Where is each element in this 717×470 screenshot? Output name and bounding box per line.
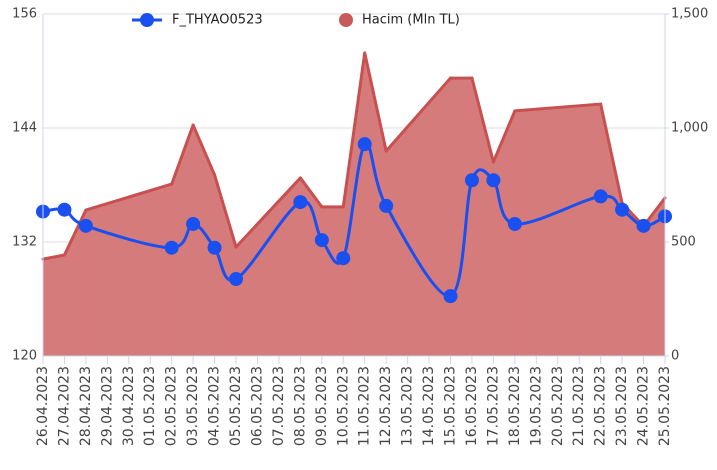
x-tick-label: 09.05.2023 xyxy=(314,366,330,446)
y-tick-label: 120 xyxy=(12,349,37,364)
line-point xyxy=(229,272,244,287)
y2-tick-label: 500 xyxy=(671,235,696,250)
y2-tick-label: 1,000 xyxy=(671,121,708,136)
area-edge xyxy=(41,253,66,261)
y-tick-label: 132 xyxy=(12,235,37,250)
x-tick-label: 18.05.2023 xyxy=(507,366,523,446)
area-segment xyxy=(235,177,301,357)
legend-marker xyxy=(339,13,353,27)
area-segment xyxy=(450,77,473,357)
line-point xyxy=(615,202,630,217)
x-tick-label: 05.05.2023 xyxy=(228,366,244,446)
x-tick-label: 17.05.2023 xyxy=(485,366,501,446)
legend-label: Hacim (Mln TL) xyxy=(362,13,460,28)
area-edge xyxy=(599,102,624,205)
x-tick-label: 11.05.2023 xyxy=(357,366,373,446)
x-tick-label: 03.05.2023 xyxy=(185,366,201,446)
area-edge xyxy=(384,76,453,153)
line-point xyxy=(207,240,222,255)
x-tick-label: 27.04.2023 xyxy=(56,366,72,446)
area-segment xyxy=(493,110,516,357)
line-point xyxy=(486,173,501,188)
area-edge xyxy=(341,51,367,209)
area-edge xyxy=(191,123,217,177)
x-tick-label: 15.05.2023 xyxy=(443,366,459,446)
x-tick-label: 07.05.2023 xyxy=(271,366,287,446)
line-point xyxy=(314,233,329,248)
line-point xyxy=(443,289,458,304)
x-tick-label: 22.05.2023 xyxy=(593,366,609,446)
area-segment xyxy=(321,206,344,357)
area-edge xyxy=(298,176,324,209)
x-tick-label: 20.05.2023 xyxy=(550,366,566,446)
y2-tick-label: 1,500 xyxy=(671,7,708,22)
line-point xyxy=(636,218,651,233)
x-tick-label: 23.05.2023 xyxy=(614,366,630,446)
x-tick-label: 08.05.2023 xyxy=(292,366,308,446)
y-tick-label: 156 xyxy=(12,7,37,22)
x-tick-label: 19.05.2023 xyxy=(528,366,544,446)
axes: 120 132 144 156 0 500 1,000 1,500 26.04.2023 27.0… xyxy=(12,7,708,447)
area-segment xyxy=(85,183,172,357)
x-tick-label: 04.05.2023 xyxy=(207,366,223,446)
area-edge xyxy=(470,76,495,164)
line-point xyxy=(336,251,351,266)
area-edge xyxy=(84,182,174,212)
area-segment xyxy=(514,103,601,357)
line-point xyxy=(593,189,608,204)
line-point xyxy=(186,216,201,231)
line-point xyxy=(379,198,394,213)
area-segment xyxy=(42,254,65,357)
x-tick-label: 24.05.2023 xyxy=(636,366,652,446)
line-point xyxy=(57,202,72,217)
x-tick-label: 25.05.2023 xyxy=(657,366,673,446)
area-edge xyxy=(363,51,388,153)
line-point xyxy=(464,173,479,188)
x-tick-label: 29.04.2023 xyxy=(99,366,115,446)
x-tick-label: 06.05.2023 xyxy=(249,366,265,446)
x-tick-label: 14.05.2023 xyxy=(421,366,437,446)
area-edge xyxy=(491,109,517,164)
y-tick-label: 144 xyxy=(12,121,37,136)
x-tick-label: 12.05.2023 xyxy=(378,366,394,446)
x-tick-label: 16.05.2023 xyxy=(464,366,480,446)
area-segment xyxy=(385,77,451,357)
x-tick-label: 01.05.2023 xyxy=(142,366,158,446)
area-segment xyxy=(214,174,237,357)
x-tick-label: 28.04.2023 xyxy=(78,366,94,446)
area-edge xyxy=(213,173,238,249)
x-tick-label: 26.04.2023 xyxy=(35,366,51,446)
line-point xyxy=(164,240,179,255)
x-tick-label: 10.05.2023 xyxy=(335,366,351,446)
legend-marker xyxy=(140,13,154,27)
line-point xyxy=(293,195,308,210)
area-edge xyxy=(170,123,195,186)
x-tick-label: 02.05.2023 xyxy=(164,366,180,446)
line-point xyxy=(78,218,93,233)
area-segment xyxy=(192,124,215,357)
area-edge xyxy=(234,176,302,249)
legend-label: F_THYAO0523 xyxy=(172,13,263,28)
x-tick-label: 21.05.2023 xyxy=(571,366,587,446)
line-point xyxy=(507,216,522,231)
area-edge xyxy=(513,102,603,113)
x-tick-label: 30.04.2023 xyxy=(121,366,137,446)
area-segment xyxy=(600,103,623,357)
x-tick-label: 13.05.2023 xyxy=(400,366,416,446)
y2-tick-label: 0 xyxy=(671,349,679,364)
line-point xyxy=(357,137,372,152)
area-edge xyxy=(62,208,88,257)
